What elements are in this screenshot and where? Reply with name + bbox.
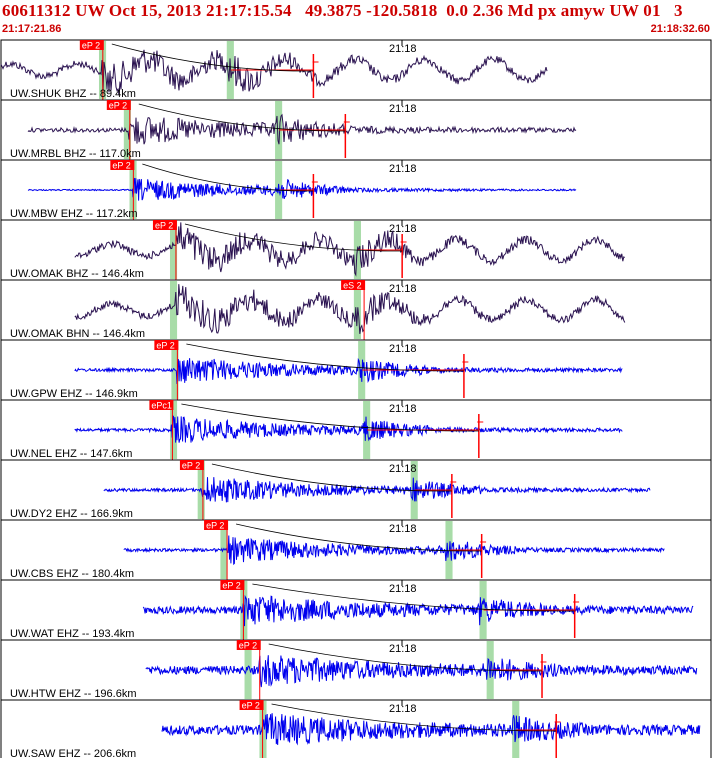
station-label: UW.SAW EHZ -- 206.6km (10, 748, 136, 758)
station-label: UW.OMAK BHZ -- 146.4km (10, 268, 144, 280)
station-label: UW.GPW EHZ -- 146.9km (10, 388, 138, 400)
waveform (74, 414, 623, 443)
travel-curve (138, 103, 346, 132)
pick-flag (110, 160, 135, 170)
pick-label: eP 2 (239, 641, 257, 651)
trace-panel: 21:18 eP 2 UW.GPW EHZ -- 146.9km (0, 339, 712, 401)
trace-panel: 21:18 eP 2 UW.CBS EHZ -- 180.4km (0, 519, 712, 581)
time-tick-label: 21:18 (389, 523, 417, 535)
station-label: UW.NEL EHZ -- 147.6km (10, 448, 132, 460)
station-label: UW.CBS EHZ -- 180.4km (10, 568, 134, 580)
travel-curve (252, 583, 575, 612)
travel-curve (142, 163, 314, 192)
event-title: 60611312 UW Oct 15, 2013 21:17:15.54 49.… (2, 1, 683, 20)
pick-flag (179, 460, 204, 470)
waveform (103, 477, 651, 503)
panel-frame (0, 699, 712, 758)
pick-flag (106, 100, 131, 110)
station-label: UW.SHUK BHZ -- 89.4km (10, 88, 136, 100)
pick-label: ePc1 (151, 401, 172, 411)
pick-flag (154, 340, 179, 350)
trace-panel: 21:18 eP 2 UW.DY2 EHZ -- 166.9km (0, 459, 712, 521)
time-tick-label: 21:18 (389, 223, 417, 235)
station-label: UW.MBW EHZ -- 117.2km (10, 208, 138, 220)
pick-flag (79, 40, 104, 50)
p-window (244, 641, 252, 699)
p-window (220, 521, 228, 579)
waveform (142, 594, 694, 627)
pick-label: eP 2 (155, 221, 173, 231)
trace-panel: 21:18 eP 2 UW.MRBL BHZ -- 117.0km (0, 99, 712, 161)
travel-curve (271, 703, 557, 732)
pick-label: eP 2 (112, 161, 130, 171)
waveform (74, 284, 626, 334)
pick-label: eP 2 (82, 41, 100, 51)
time-tick-label: 21:18 (389, 643, 417, 655)
trace-panel: 21:18 eP 2 UW.HTW EHZ -- 196.6km (0, 639, 712, 701)
trace-panel: 21:18 eP 2 UW.SHUK BHZ -- 89.4km (0, 39, 712, 101)
time-tick-label: 21:18 (389, 583, 417, 595)
pick-label: eP 2 (109, 101, 127, 111)
pick-flag (204, 520, 229, 530)
pick-flag (152, 220, 177, 230)
pick-label: eP 2 (242, 701, 260, 711)
p-window (169, 281, 178, 339)
pick-flag (239, 700, 264, 710)
time-end-label: 21:18:32.60 (650, 23, 710, 35)
station-label: UW.DY2 EHZ -- 166.9km (10, 508, 133, 520)
pick-flag (236, 640, 261, 650)
travel-curve (235, 523, 482, 552)
station-label: UW.WAT EHZ -- 193.4km (10, 628, 134, 640)
trace-panel: 21:18 eP 2 UW.OMAK BHZ -- 146.4km (0, 219, 712, 281)
time-start-label: 21:17:21.86 (2, 23, 62, 35)
p-window (169, 401, 178, 459)
p-window (169, 221, 178, 279)
travel-curve (184, 223, 403, 252)
pick-flag (149, 400, 174, 410)
travel-curve (268, 643, 543, 672)
waveform (161, 713, 701, 746)
time-tick-label: 21:18 (389, 343, 417, 355)
p-window (123, 101, 131, 159)
time-tick-label: 21:18 (389, 43, 417, 55)
time-tick-label: 21:18 (389, 403, 417, 415)
waveform (74, 357, 623, 385)
station-label: UW.OMAK BHN -- 146.4km (10, 328, 145, 340)
pick-label: eP 2 (206, 521, 224, 531)
trace-panel: 21:18 eP 2 UW.MBW EHZ -- 117.2km (0, 159, 712, 221)
pick-flag (220, 580, 245, 590)
pick-label: eP 2 (182, 461, 200, 471)
travel-curve (111, 43, 314, 72)
trace-panel: 21:18 ePc1 UW.NEL EHZ -- 147.6km (0, 399, 712, 461)
time-tick-label: 21:18 (389, 463, 417, 475)
s-window (479, 581, 487, 639)
travel-curve (186, 343, 464, 372)
station-label: UW.HTW EHZ -- 196.6km (10, 688, 137, 700)
trace-panel: 21:18 eP 2 UW.WAT EHZ -- 193.4km (0, 579, 712, 641)
trace-panel: 21:18 eS 2 UW.OMAK BHN -- 146.4km (0, 279, 712, 341)
waveform (0, 49, 548, 96)
travel-curve (211, 463, 452, 492)
waveform (74, 222, 626, 277)
waveform (145, 655, 698, 688)
time-tick-label: 21:18 (389, 283, 417, 295)
pick-flag (341, 280, 366, 290)
waveform (123, 535, 665, 566)
waveform (27, 177, 577, 201)
time-tick-label: 21:18 (389, 703, 417, 715)
pick-label: eS 2 (343, 281, 362, 291)
trace-panel: 21:18 eP 2 UW.SAW EHZ -- 206.6km (0, 699, 712, 758)
s-window (275, 101, 283, 159)
pick-label: eP 2 (222, 581, 240, 591)
time-tick-label: 21:18 (389, 103, 417, 115)
waveform (27, 113, 577, 145)
event-header: 60611312 UW Oct 15, 2013 21:17:15.54 49.… (0, 0, 712, 40)
station-label: UW.MRBL BHZ -- 117.0km (10, 148, 141, 160)
pick-label: eP 2 (156, 341, 174, 351)
travel-curve (181, 403, 479, 432)
time-tick-label: 21:18 (389, 163, 417, 175)
